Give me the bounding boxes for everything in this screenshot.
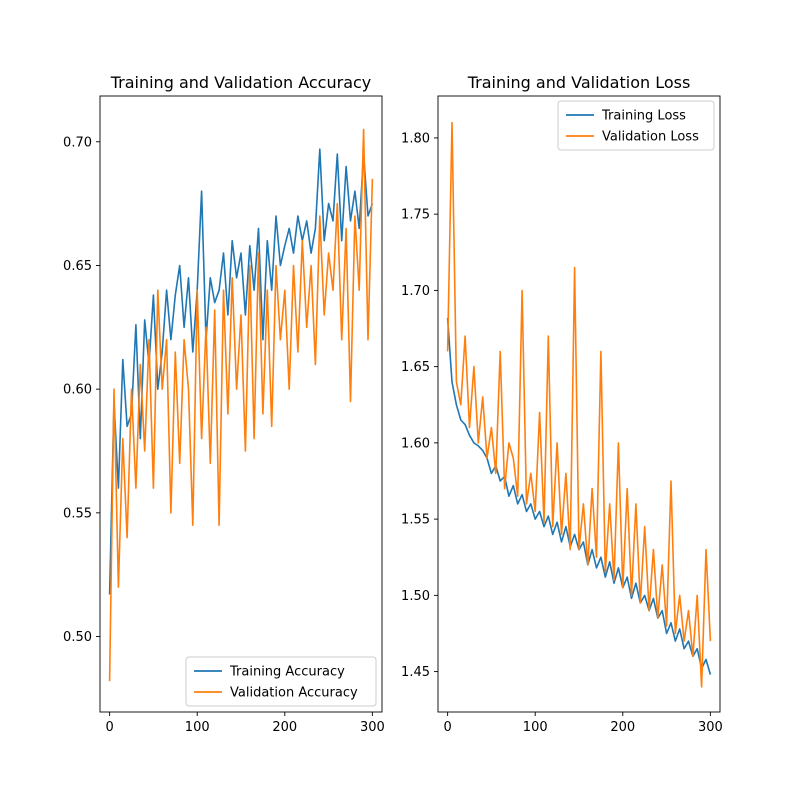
loss-chart: Training and Validation Loss 0 100 200 300 1.… bbox=[401, 73, 723, 735]
plot-frame bbox=[99, 95, 383, 713]
x-tick-label: 200 bbox=[272, 720, 297, 735]
y-tick-label: 1.70 bbox=[401, 284, 430, 299]
chart-title: Training and Validation Accuracy bbox=[110, 73, 372, 92]
y-tick-label: 0.50 bbox=[63, 630, 92, 645]
legend-label: Training Accuracy bbox=[229, 665, 345, 680]
legend-box bbox=[557, 100, 715, 151]
x-tick-label: 300 bbox=[698, 720, 723, 735]
y-tick-label: 0.65 bbox=[63, 259, 92, 274]
y-tick-label: 0.60 bbox=[63, 383, 92, 398]
y-tick-label: 0.70 bbox=[63, 135, 92, 150]
plot-frame bbox=[437, 95, 721, 713]
accuracy-chart: Training and Validation Accuracy 0 100 200 3… bbox=[63, 73, 385, 735]
series-line-training bbox=[108, 148, 374, 595]
series-line-validation bbox=[108, 128, 374, 682]
legend-box bbox=[185, 656, 377, 707]
legend-label: Validation Accuracy bbox=[230, 686, 358, 701]
y-tick-label: 1.65 bbox=[401, 360, 430, 375]
x-tick-label: 0 bbox=[443, 720, 451, 735]
y-tick-label: 0.55 bbox=[63, 506, 92, 521]
y-tick-label: 1.45 bbox=[401, 665, 430, 680]
x-tick-label: 100 bbox=[523, 720, 548, 735]
x-tick-label: 0 bbox=[105, 720, 113, 735]
legend: Training Accuracy Validation Accuracy bbox=[185, 656, 377, 707]
legend-label: Training Loss bbox=[601, 109, 686, 124]
y-tick-label: 1.75 bbox=[401, 208, 430, 223]
y-tick-label: 1.50 bbox=[401, 589, 430, 604]
chart-title: Training and Validation Loss bbox=[467, 73, 691, 92]
x-tick-label: 200 bbox=[610, 720, 635, 735]
y-tick-label: 1.55 bbox=[401, 513, 430, 528]
legend-label: Validation Loss bbox=[602, 130, 699, 145]
legend: Training Loss Validation Loss bbox=[557, 100, 715, 151]
series-line-validation bbox=[446, 121, 712, 688]
y-tick-label: 1.80 bbox=[401, 131, 430, 146]
x-tick-label: 100 bbox=[185, 720, 210, 735]
x-tick-label: 300 bbox=[360, 720, 385, 735]
y-tick-label: 1.60 bbox=[401, 436, 430, 451]
